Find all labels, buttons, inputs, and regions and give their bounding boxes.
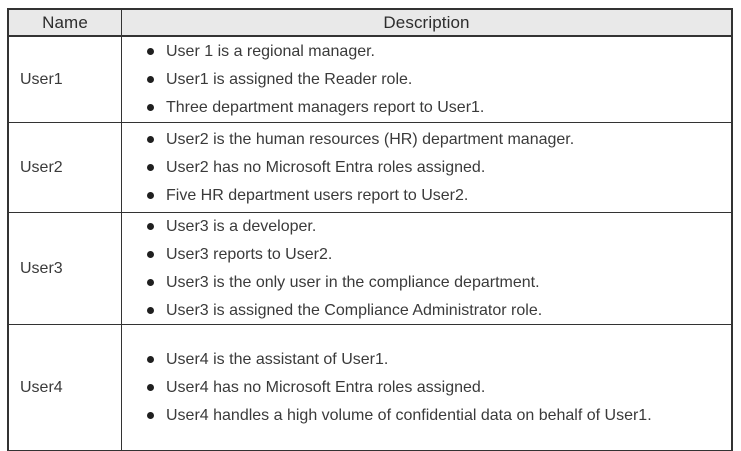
header-cell-name: Name: [9, 10, 122, 35]
bullet-icon: [147, 306, 154, 314]
header-cell-description: Description: [122, 10, 731, 35]
bullet-icon: [147, 47, 154, 55]
user-name: User3: [20, 259, 63, 277]
bullet-icon: [147, 222, 154, 230]
bullet-item: Three department managers report to User…: [122, 94, 731, 122]
bullet-text: User4 has no Microsoft Entra roles assig…: [166, 378, 486, 396]
bullet-icon: [147, 163, 154, 171]
bullet-icon: [147, 191, 154, 199]
bullet-icon: [147, 355, 154, 363]
bullet-icon: [147, 75, 154, 83]
bullet-item: User1 is assigned the Reader role.: [122, 66, 731, 94]
bullet-item: Five HR department users report to User2…: [122, 182, 731, 210]
bullet-item: User3 is a developer.: [122, 213, 731, 241]
bullet-text: User1 is assigned the Reader role.: [166, 70, 413, 88]
bullet-icon: [147, 135, 154, 143]
bullet-item: User3 is assigned the Compliance Adminis…: [122, 297, 731, 325]
bullet-item: User2 has no Microsoft Entra roles assig…: [122, 154, 731, 182]
bullet-text: Five HR department users report to User2…: [166, 186, 469, 204]
table-body: User1 User 1 is a regional manager. User1…: [9, 36, 731, 450]
description-cell: User2 is the human resources (HR) depart…: [122, 123, 731, 212]
bullet-icon: [147, 103, 154, 111]
bullet-text: User3 is a developer.: [166, 217, 317, 235]
bullet-list: User 1 is a regional manager. User1 is as…: [122, 38, 731, 122]
description-cell: User3 is a developer. User3 reports to Us…: [122, 213, 731, 324]
table-row: User2 User2 is the human resources (HR) …: [9, 122, 731, 212]
column-header-description: Description: [383, 12, 470, 32]
name-cell: User3: [9, 213, 122, 324]
bullet-icon: [147, 411, 154, 419]
bullet-icon: [147, 383, 154, 391]
name-cell: User1: [9, 37, 122, 122]
bullet-item: User4 is the assistant of User1.: [122, 346, 731, 374]
user-name: User2: [20, 158, 63, 176]
table-header-row: Name Description: [9, 10, 731, 36]
bullet-list: User2 is the human resources (HR) depart…: [122, 126, 731, 210]
column-header-name: Name: [42, 12, 88, 32]
bullet-text: Three department managers report to User…: [166, 98, 485, 116]
bullet-text: User4 is the assistant of User1.: [166, 350, 389, 368]
bullet-icon: [147, 250, 154, 258]
table-row: User3 User3 is a developer. User3 reports…: [9, 212, 731, 324]
bullet-list: User3 is a developer. User3 reports to Us…: [122, 213, 731, 325]
bullet-item: User4 handles a high volume of confident…: [122, 402, 731, 430]
name-cell: User2: [9, 123, 122, 212]
bullet-text: User3 is assigned the Compliance Adminis…: [166, 301, 543, 319]
user-name: User1: [20, 70, 63, 88]
bullet-item: User3 is the only user in the compliance…: [122, 269, 731, 297]
user-name: User4: [20, 378, 63, 396]
table-row: User1 User 1 is a regional manager. User1…: [9, 36, 731, 122]
bullet-list: User4 is the assistant of User1. User4 ha…: [122, 346, 731, 430]
bullet-text: User2 is the human resources (HR) depart…: [166, 130, 575, 148]
description-cell: User4 is the assistant of User1. User4 ha…: [122, 325, 731, 450]
name-cell: User4: [9, 325, 122, 450]
bullet-item: User 1 is a regional manager.: [122, 38, 731, 66]
bullet-item: User3 reports to User2.: [122, 241, 731, 269]
bullet-text: User3 is the only user in the compliance…: [166, 273, 540, 291]
bullet-item: User2 is the human resources (HR) depart…: [122, 126, 731, 154]
bullet-text: User2 has no Microsoft Entra roles assig…: [166, 158, 486, 176]
table-row: User4 User4 is the assistant of User1. Us…: [9, 324, 731, 450]
bullet-icon: [147, 278, 154, 286]
bullet-text: User 1 is a regional manager.: [166, 42, 375, 60]
bullet-text: User3 reports to User2.: [166, 245, 333, 263]
users-table: Name Description User1 User 1 is a regio…: [7, 8, 733, 451]
bullet-item: User4 has no Microsoft Entra roles assig…: [122, 374, 731, 402]
description-cell: User 1 is a regional manager. User1 is as…: [122, 37, 731, 122]
bullet-text: User4 handles a high volume of confident…: [166, 406, 652, 424]
